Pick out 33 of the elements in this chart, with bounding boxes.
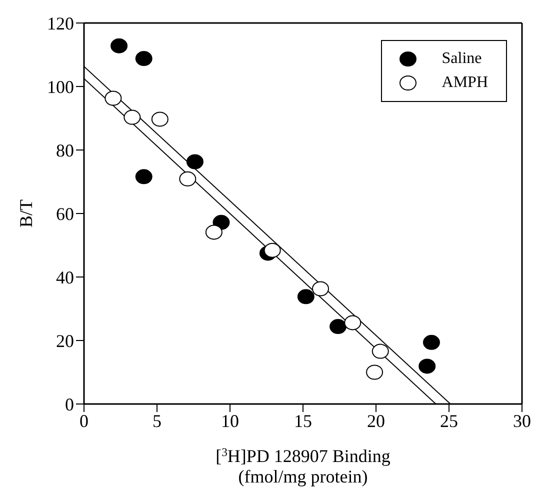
point xyxy=(104,90,122,106)
point xyxy=(186,154,204,170)
y-tick-label: 0 xyxy=(65,394,74,414)
y-tick-label: 100 xyxy=(47,76,74,97)
point xyxy=(297,289,314,304)
y-axis-title: B/T xyxy=(16,199,36,228)
point xyxy=(135,169,152,184)
x-tick-label: 25 xyxy=(440,410,458,431)
point xyxy=(422,334,440,350)
y-tick-label: 120 xyxy=(47,13,74,34)
y-tick-label: 20 xyxy=(56,330,74,351)
y-tick-label: 80 xyxy=(56,140,74,160)
point xyxy=(372,344,389,359)
x-tick-label: 5 xyxy=(152,410,162,431)
point xyxy=(124,110,141,125)
y-tick-label: 60 xyxy=(56,204,74,224)
point xyxy=(264,242,281,258)
x-tick-label: 20 xyxy=(367,410,385,431)
point xyxy=(344,315,362,330)
x-axis-title: [$^{3}$H]PD 128907 Binding (fmol/mg protein) xyxy=(216,446,390,487)
point xyxy=(179,171,196,186)
point xyxy=(418,358,436,374)
legend-label: AMPH xyxy=(442,74,488,92)
x-tick-label: 30 xyxy=(513,410,531,431)
point xyxy=(135,51,152,66)
x-tick-label: 0 xyxy=(80,410,88,431)
point xyxy=(110,38,128,54)
legend-label: Saline xyxy=(442,50,482,68)
x-tick-label: 15 xyxy=(294,410,312,431)
point xyxy=(330,319,347,334)
x-tick-label: 10 xyxy=(221,410,239,431)
y-tick-label: 40 xyxy=(56,267,74,288)
point xyxy=(312,281,330,296)
